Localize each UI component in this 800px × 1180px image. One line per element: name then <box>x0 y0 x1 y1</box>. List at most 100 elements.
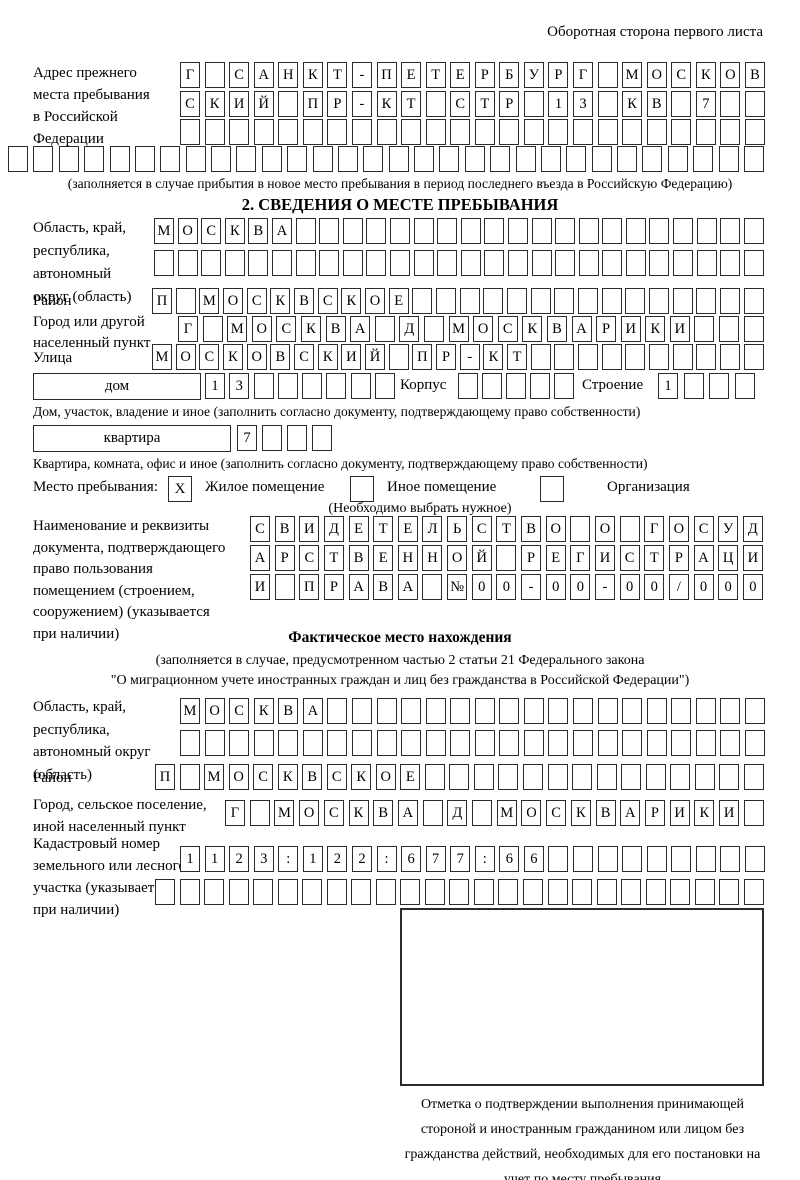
char-cell <box>720 344 741 370</box>
char-cell <box>388 344 409 370</box>
char-cell: Т <box>644 545 665 571</box>
checkbox-zhiloe: X <box>168 476 192 502</box>
korpus-row <box>458 373 574 399</box>
char-cell <box>388 146 409 172</box>
char-cell: К <box>694 800 715 826</box>
char-cell: А <box>620 800 641 826</box>
char-cell: К <box>317 344 338 370</box>
char-cell: Р <box>327 91 348 117</box>
checkbox-organizatsiya <box>540 476 564 502</box>
kvartira-row: 7 <box>237 425 332 451</box>
char-cell <box>673 218 694 244</box>
char-cell <box>474 119 495 145</box>
char-cell: Л <box>422 516 443 542</box>
char-cell: Д <box>323 516 344 542</box>
char-cell: О <box>251 316 272 342</box>
char-cell: Д <box>447 800 468 826</box>
char-cell <box>693 146 714 172</box>
char-cell <box>342 218 363 244</box>
char-cell: Р <box>521 545 542 571</box>
char-cell <box>401 119 422 145</box>
char-cell <box>376 698 397 724</box>
char-cell <box>645 879 666 905</box>
char-cell: 0 <box>545 574 566 600</box>
char-cell: П <box>412 344 433 370</box>
char-cell: В <box>373 800 394 826</box>
char-cell: О <box>646 62 667 88</box>
char-cell: С <box>546 800 567 826</box>
char-cell <box>459 288 480 314</box>
char-cell: Р <box>499 91 520 117</box>
mesto-label: Место пребывания: <box>33 479 158 495</box>
char-cell <box>744 730 765 756</box>
char-cell: Ь <box>447 516 468 542</box>
char-cell: С <box>229 698 250 724</box>
char-cell <box>366 250 387 276</box>
char-cell <box>179 879 200 905</box>
char-cell <box>460 218 481 244</box>
char-cell: О <box>375 764 396 790</box>
char-cell <box>155 879 175 905</box>
char-cell <box>499 730 520 756</box>
char-cell: О <box>720 62 741 88</box>
char-cell: К <box>302 62 323 88</box>
char-cell <box>439 146 460 172</box>
char-cell <box>672 288 693 314</box>
char-cell: К <box>270 288 291 314</box>
char-cell <box>287 146 308 172</box>
char-cell <box>622 846 643 872</box>
char-cell <box>506 373 526 399</box>
factual-raion-label: Район <box>33 770 72 786</box>
char-cell <box>482 373 502 399</box>
char-cell: 0 <box>471 574 492 600</box>
char-cell: К <box>204 91 225 117</box>
char-cell <box>719 316 740 342</box>
char-cell: Е <box>397 516 418 542</box>
char-cell: : <box>474 846 495 872</box>
char-cell <box>327 698 348 724</box>
char-cell: К <box>341 288 362 314</box>
char-cell <box>573 119 593 145</box>
char-cell <box>743 344 764 370</box>
checkbox-inoe <box>350 476 374 502</box>
char-cell: С <box>201 218 222 244</box>
char-cell <box>351 879 372 905</box>
char-cell: С <box>246 288 267 314</box>
char-cell: С <box>294 344 315 370</box>
char-cell: С <box>253 764 274 790</box>
char-cell <box>295 218 316 244</box>
char-cell <box>366 218 387 244</box>
char-cell <box>597 119 618 145</box>
char-cell: С <box>199 344 220 370</box>
char-cell: И <box>250 574 270 600</box>
ulitsa-label: Улица <box>33 350 73 366</box>
stamp-note: Отметка о подтверждении выполнения прини… <box>404 1097 761 1180</box>
char-cell: А <box>350 316 371 342</box>
char-cell <box>625 218 646 244</box>
char-cell <box>319 250 340 276</box>
char-cell <box>718 146 739 172</box>
char-cell: М <box>152 344 172 370</box>
char-cell: А <box>571 316 592 342</box>
char-cell <box>744 119 765 145</box>
char-cell <box>523 91 544 117</box>
char-cell: А <box>348 574 369 600</box>
char-cell: О <box>299 800 320 826</box>
char-cell <box>271 250 292 276</box>
char-cell <box>58 146 79 172</box>
kvartira-footnote: Квартира, комната, офис и иное (заполнит… <box>33 456 648 471</box>
char-cell <box>555 250 576 276</box>
char-cell: К <box>376 91 397 117</box>
char-cell <box>523 730 544 756</box>
char-cell: Р <box>596 316 617 342</box>
char-cell <box>474 730 495 756</box>
char-cell: В <box>278 698 299 724</box>
char-cell: К <box>645 316 666 342</box>
char-cell: А <box>693 545 714 571</box>
factual-gorod-label: Город, сельское поселение, иной населенн… <box>33 797 207 835</box>
stroenie-row: 1 <box>658 373 755 399</box>
